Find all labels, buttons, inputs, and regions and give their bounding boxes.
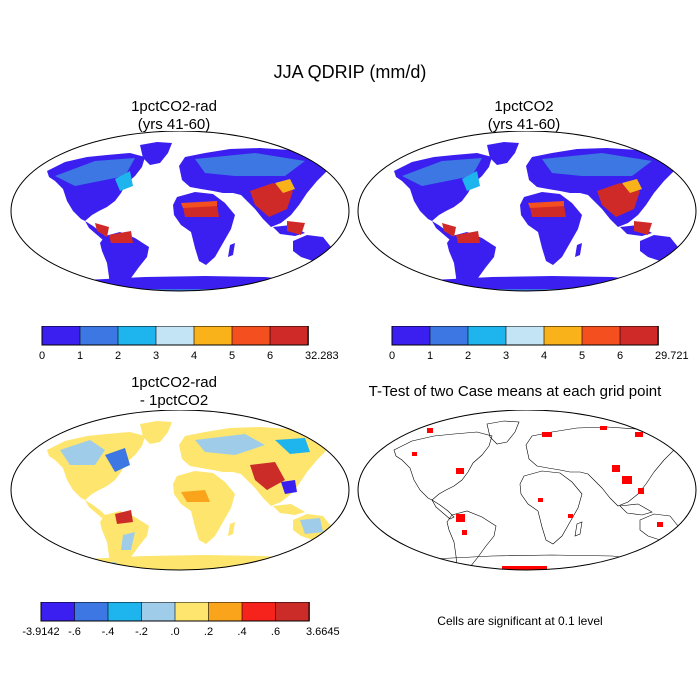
panel1-colorbar: 0 1 2 3 4 5 6 32.283: [39, 326, 339, 362]
panel2-colorbar-swatch: [543, 326, 583, 346]
panel3-colorbar-tick-label: -.4: [102, 626, 115, 638]
panel2-colorbar-tick-label: 6: [617, 350, 623, 362]
panel3-colorbar-swatch: [275, 602, 310, 622]
panel1-colorbar-tick-label: 5: [229, 350, 235, 362]
panel3-colorbar-tick-label: .0: [170, 626, 179, 638]
panel1-colorbar-swatch: [79, 326, 119, 346]
panel2-colorbar-swatch: [505, 326, 545, 346]
panel3-colorbar-tick-label: -.2: [135, 626, 148, 638]
panel1-colorbar-tick-label: 3: [153, 350, 159, 362]
panel2-colorbar-tick-label: 1: [427, 350, 433, 362]
panel1-colorbar-swatch: [117, 326, 157, 346]
panel1-colorbar-tick-label: 6: [267, 350, 273, 362]
panel3-colorbar-tick-label: .6: [271, 626, 280, 638]
panel4-map: [357, 410, 697, 571]
panel2-title: 1pctCO2 (yrs 41-60): [390, 98, 658, 134]
panel1-colorbar-swatch: [231, 326, 271, 346]
panel2-colorbar-tick-label: 2: [465, 350, 471, 362]
panel3-map: [10, 410, 350, 571]
significance-note: Cells are significant at 0.1 level: [437, 614, 603, 628]
panel1-title-line1: 1pctCO2-rad: [131, 98, 217, 115]
panel2-colorbar-tick-label: 4: [541, 350, 547, 362]
panel1-colorbar-swatch: [155, 326, 195, 346]
panel1-colorbar-swatch: [41, 326, 81, 346]
panel4-title: T-Test of two Case means at each grid po…: [368, 383, 662, 400]
panel1-colorbar-tick-label: 0: [39, 350, 45, 362]
panel3-title-line1: 1pctCO2-rad: [131, 374, 217, 391]
panel2-title-line1: 1pctCO2: [494, 98, 554, 115]
panel2-colorbar-swatch: [619, 326, 659, 346]
panel3-title-line2: - 1pctCO2: [139, 392, 209, 409]
panel1-colorbar-tick-label: 4: [191, 350, 197, 362]
panel3-colorbar-swatch: [74, 602, 109, 622]
panel1-title-line2: (yrs 41-60): [137, 116, 211, 133]
panel3-colorbar-swatch: [107, 602, 143, 622]
panel2-colorbar-tick-label: 5: [579, 350, 585, 362]
panel1-colorbar-tick-label: 2: [115, 350, 121, 362]
panel3-colorbar-swatch: [208, 602, 243, 622]
panel1-colorbar-swatch: [269, 326, 309, 346]
panel1-title: 1pctCO2-rad (yrs 41-60): [40, 98, 308, 134]
panel3-colorbar: -3.9142 -.6 -.4 -.2 .0 .2 .4 .6 3.6645: [22, 602, 340, 638]
figure-title: JJA QDRIP (mm/d): [273, 62, 427, 82]
panel2-map: [357, 131, 697, 292]
panel3-colorbar-swatch: [40, 602, 76, 622]
panel3-colorbar-tick-label: -.6: [68, 626, 81, 638]
panel1-colorbar-tick-label: 1: [77, 350, 83, 362]
panel2-title-line2: (yrs 41-60): [487, 116, 561, 133]
panel1-map: [10, 131, 350, 292]
panel2-colorbar-swatch: [429, 326, 469, 346]
panel3-colorbar-tick-label: -3.9142: [22, 626, 59, 638]
panel2-colorbar-tick-label: 29.721: [655, 350, 689, 362]
panel1-colorbar-tick-label: 32.283: [305, 350, 339, 362]
panel2-colorbar-swatch: [467, 326, 507, 346]
panel3-title: 1pctCO2-rad - 1pctCO2: [40, 374, 308, 410]
panel2-colorbar-swatch: [391, 326, 431, 346]
panel2-colorbar-tick-label: 0: [389, 350, 395, 362]
panel3-colorbar-tick-label: 3.6645: [306, 626, 340, 638]
panel3-colorbar-swatch: [174, 602, 210, 622]
panel2-colorbar: 0 1 2 3 4 5 6 29.721: [389, 326, 689, 362]
panel3-colorbar-tick-label: .2: [204, 626, 213, 638]
panel3-colorbar-tick-label: .4: [237, 626, 246, 638]
panel3-colorbar-swatch: [241, 602, 277, 622]
panel1-colorbar-swatch: [193, 326, 233, 346]
panel2-colorbar-swatch: [581, 326, 621, 346]
panel2-colorbar-tick-label: 3: [503, 350, 509, 362]
panel3-colorbar-swatch: [141, 602, 176, 622]
